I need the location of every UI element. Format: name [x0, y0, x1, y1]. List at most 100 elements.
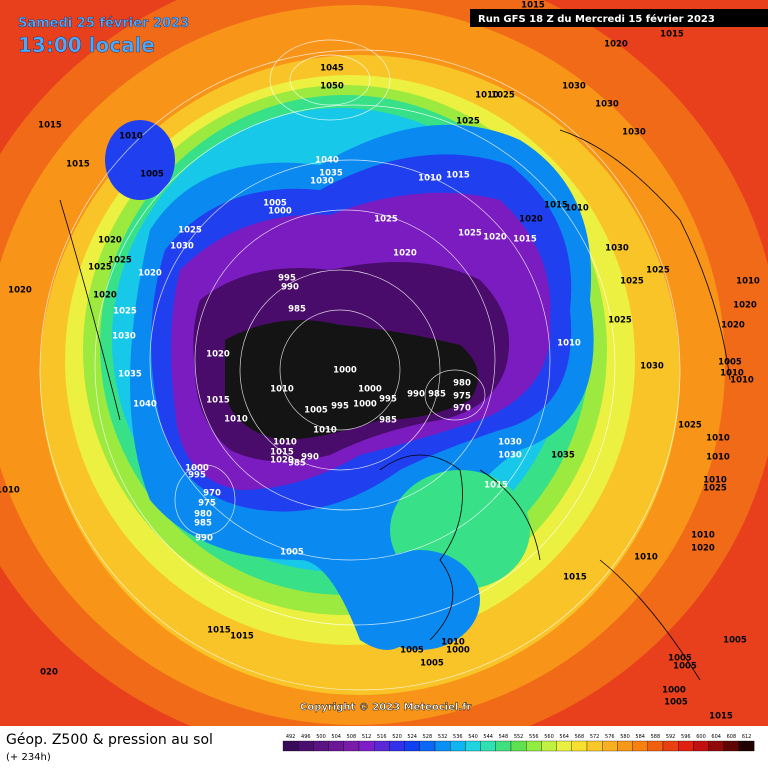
scale-label: 584	[635, 734, 645, 740]
scale-swatch	[571, 740, 588, 752]
isobar-label: 985	[288, 459, 306, 469]
run-text: Run GFS 18 Z du Mercredi 15 février 2023	[478, 13, 715, 25]
isobar-label: 1025	[113, 307, 137, 317]
isobar-label: 1030	[622, 128, 646, 138]
isobar-label: 1000	[662, 686, 686, 696]
isobar-label: 1005	[723, 636, 747, 646]
isobar-label: 970	[203, 489, 221, 499]
scale-label: 588	[651, 734, 661, 740]
scale-swatch	[510, 740, 527, 752]
isobars	[39, 39, 681, 691]
scale-label: 580	[620, 734, 630, 740]
isobar-label: 1020	[270, 456, 294, 466]
scale-label: 596	[681, 734, 691, 740]
scale-label: 492	[286, 734, 296, 740]
isobar-label: 1015	[709, 712, 733, 722]
scale-label: 536	[453, 734, 463, 740]
isobar-label: 1015	[513, 235, 537, 245]
isobar-label: 1010	[224, 415, 248, 425]
isobar-label: 1025	[108, 256, 132, 266]
isobar-label: 985	[288, 305, 306, 315]
isobar-label: 1005	[668, 654, 692, 664]
isobar-label: 1010	[703, 476, 727, 486]
scale-swatch	[328, 740, 344, 752]
scale-swatch	[343, 740, 360, 752]
isobar-label: 1025	[703, 484, 727, 494]
scale-label: 612	[742, 734, 752, 740]
isobar-label: 1020	[93, 291, 117, 301]
isobar-label: 1035	[118, 370, 142, 380]
isobar-label: 990	[195, 534, 213, 544]
scale-label: 532	[438, 734, 448, 740]
isobar-label: 1010	[736, 277, 760, 287]
color-scale: 492 496 500 504 508 512 516 520 524 528 532 536 540 5…	[282, 734, 755, 752]
scale-swatch	[374, 740, 390, 752]
scale-swatch	[298, 740, 314, 752]
scale-swatch	[404, 740, 420, 752]
scale-label: 576	[605, 734, 615, 740]
isobar-label: 1010	[441, 638, 465, 648]
isobar-label: 1005	[140, 170, 164, 180]
scale-label: 600	[696, 734, 706, 740]
coastlines	[59, 129, 731, 681]
isobar-label: 1025	[491, 91, 515, 101]
scale-label: 508	[347, 734, 357, 740]
isobar-label: 1025	[458, 229, 482, 239]
scale-swatch	[495, 740, 512, 752]
scale-swatch	[358, 740, 375, 752]
isobar-label: 1010	[270, 385, 294, 395]
isobar-label: 1010	[706, 434, 730, 444]
isobar-label: 1010	[119, 132, 143, 142]
isobar-label: 1010	[730, 376, 754, 386]
isobar-label: 985	[194, 519, 212, 529]
isobar-label: 995	[379, 395, 397, 405]
isobar-label: 1010	[0, 486, 20, 496]
isobar-label: 1020	[483, 233, 507, 243]
scale-swatch	[434, 740, 451, 752]
isobar-label: 1020	[138, 269, 162, 279]
isobar-label: 1015	[206, 396, 230, 406]
isobar-label: 1025	[456, 117, 480, 127]
isobar-label: 1020	[691, 544, 715, 554]
isobar-label: 1020	[721, 321, 745, 331]
isobar-label: 1030	[605, 244, 629, 254]
isobar-label: 1025	[374, 215, 398, 225]
scale-label: 556	[529, 734, 539, 740]
isobar-label: 970	[453, 404, 471, 414]
isobar-label: 1020	[8, 286, 32, 296]
scale-label: 512	[362, 734, 372, 740]
isobar-label: 995	[331, 402, 349, 412]
band-blue-eu	[360, 550, 480, 650]
isobar-label: 1040	[315, 156, 339, 166]
scale-label: 560	[544, 734, 554, 740]
isobar-label: 1015	[66, 160, 90, 170]
isobar-label: 1015	[660, 30, 684, 40]
low-blue	[105, 120, 175, 200]
isobar-label: 1040	[133, 400, 157, 410]
scale-swatch	[662, 740, 679, 752]
isobar-label: 1030	[112, 332, 136, 342]
isobar-label: 1010	[691, 531, 715, 541]
isobar-label: 1005	[263, 199, 287, 209]
isobar-label: 1010	[313, 426, 337, 436]
scale-swatch	[313, 740, 329, 752]
isobar-label: 1025	[620, 277, 644, 287]
isobar-label: 1035	[319, 169, 343, 179]
scale-swatch	[602, 740, 618, 752]
scale-label: 592	[666, 734, 676, 740]
scale-swatch	[419, 740, 436, 752]
isobar-label: 1025	[608, 316, 632, 326]
isobar-label: 1005	[664, 698, 688, 708]
isobar-label: 1030	[498, 438, 522, 448]
scale-label: 524	[407, 734, 417, 740]
isobar-label: 1005	[304, 406, 328, 416]
isobar-label: 990	[407, 390, 425, 400]
isobar-label: 1005	[420, 659, 444, 669]
isobar-label: 1000	[446, 646, 470, 656]
isobar-label: 1015	[521, 1, 545, 11]
isobar-label: 985	[428, 390, 446, 400]
isobar-label: 1000	[333, 366, 357, 376]
isobar-label: 1010	[565, 204, 589, 214]
